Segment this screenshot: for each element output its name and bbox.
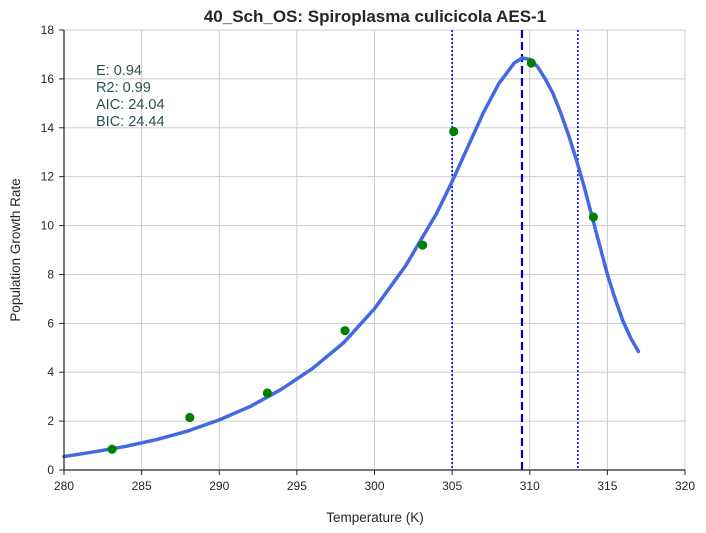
y-tick-label: 18 <box>41 23 55 37</box>
stat-e: E: 0.94 <box>96 63 142 79</box>
x-tick-label: 320 <box>675 479 695 493</box>
data-point <box>588 212 599 222</box>
x-tick-label: 300 <box>364 479 384 493</box>
data-point <box>185 412 195 423</box>
chart-title: 40_Sch_OS: Spiroplasma culicicola AES-1 <box>204 7 546 26</box>
y-tick-label: 6 <box>47 316 54 330</box>
data-point <box>262 388 272 398</box>
y-tick-label: 8 <box>47 267 54 281</box>
x-axis-label: Temperature (K) <box>326 510 424 525</box>
data-point <box>340 326 350 336</box>
vertical-reference-lines <box>451 30 579 470</box>
stat-aic: AIC: 24.04 <box>96 97 165 113</box>
data-point <box>526 58 536 68</box>
data-points <box>107 58 599 454</box>
x-tick-label: 290 <box>209 479 229 493</box>
y-tick-labels: 0 2 4 6 8 10 12 14 16 18 <box>41 23 55 477</box>
data-point <box>449 126 459 137</box>
x-tick-label: 310 <box>520 479 540 493</box>
y-tick-label: 0 <box>47 463 54 477</box>
y-tick-label: 16 <box>41 72 55 86</box>
stat-bic: BIC: 24.44 <box>96 114 165 130</box>
y-tick-label: 2 <box>47 414 54 428</box>
y-axis-label: Population Growth Rate <box>8 178 23 321</box>
x-tick-labels: 280 285 290 295 300 305 310 315 320 <box>54 479 695 493</box>
y-tick-label: 4 <box>47 365 54 379</box>
data-point <box>107 444 117 454</box>
x-tick-label: 280 <box>54 479 74 493</box>
fit-statistics: E: 0.94 R2: 0.99 AIC: 24.04 BIC: 24.44 <box>96 63 165 130</box>
x-tick-label: 295 <box>287 479 307 493</box>
stat-r2: R2: 0.99 <box>96 80 151 96</box>
y-tick-label: 12 <box>41 170 55 184</box>
y-tick-label: 14 <box>41 121 55 135</box>
x-tick-label: 315 <box>597 479 617 493</box>
grid-lines <box>63 29 686 471</box>
axes <box>59 29 686 475</box>
fit-curve-line <box>62 56 641 459</box>
x-tick-label: 285 <box>132 479 152 493</box>
x-tick-label: 305 <box>442 479 462 493</box>
data-point <box>418 240 428 250</box>
fit-curve-group <box>62 56 641 459</box>
y-tick-label: 10 <box>41 219 55 233</box>
